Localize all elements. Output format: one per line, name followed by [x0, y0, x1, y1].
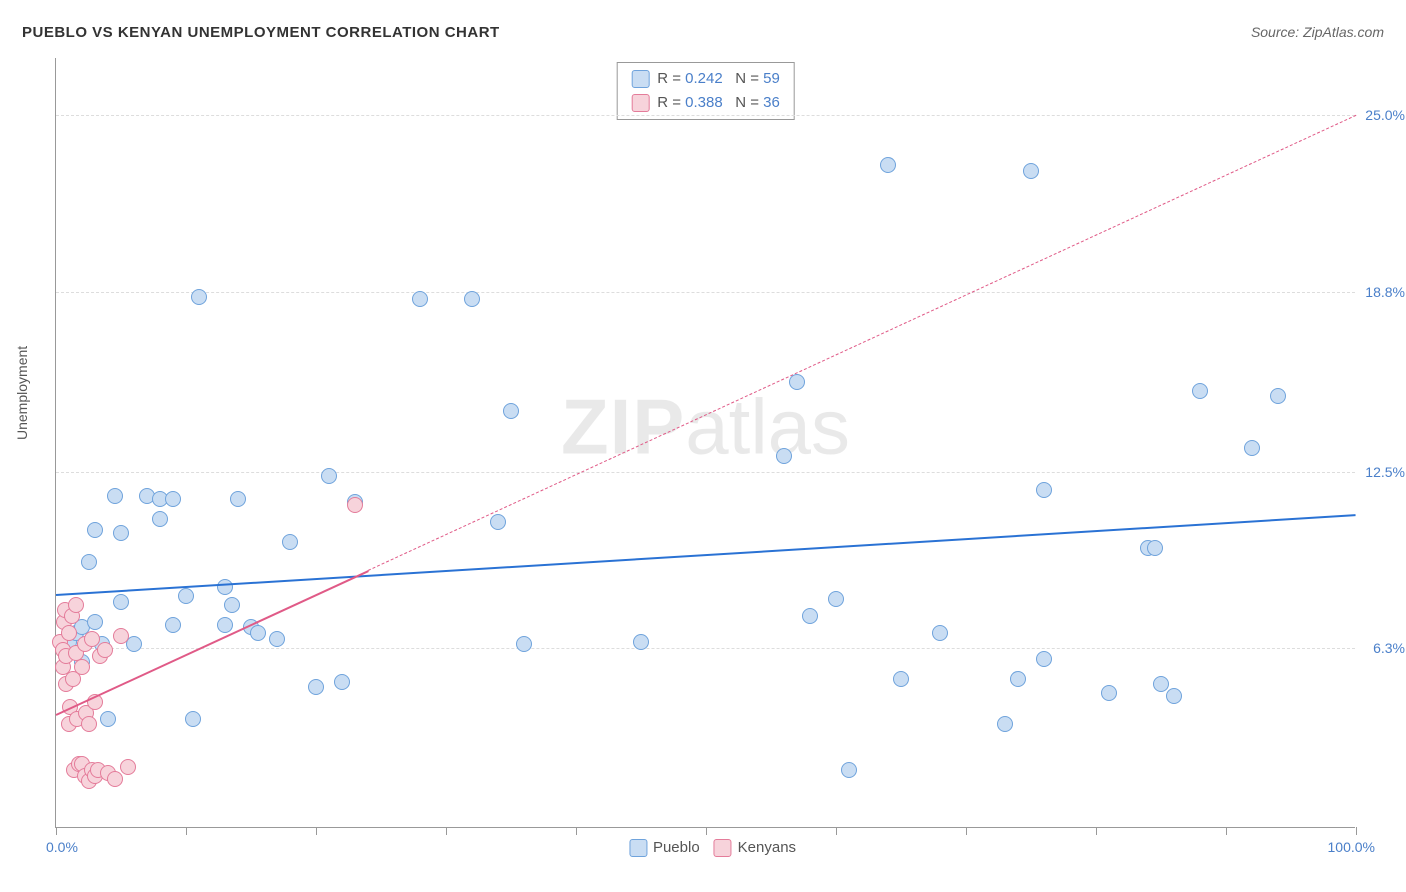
data-point — [84, 631, 100, 647]
x-axis-tick — [706, 827, 707, 835]
data-point — [113, 594, 129, 610]
gridline — [56, 472, 1355, 473]
data-point — [321, 468, 337, 484]
legend-swatch — [631, 94, 649, 112]
legend-label: Kenyans — [738, 839, 796, 856]
data-point — [464, 291, 480, 307]
data-point — [880, 157, 896, 173]
data-point — [87, 522, 103, 538]
trend-line — [368, 115, 1356, 571]
data-point — [1153, 676, 1169, 692]
data-point — [1036, 651, 1052, 667]
data-point — [1192, 383, 1208, 399]
stats-row: R = 0.242 N = 59 — [631, 67, 780, 91]
x-axis-tick — [186, 827, 187, 835]
data-point — [282, 534, 298, 550]
series-legend: Pueblo Kenyans — [615, 839, 796, 857]
data-point — [1244, 440, 1260, 456]
data-point — [1010, 671, 1026, 687]
chart-title: PUEBLO VS KENYAN UNEMPLOYMENT CORRELATIO… — [22, 24, 500, 41]
data-point — [1147, 540, 1163, 556]
x-axis-tick — [836, 827, 837, 835]
data-point — [87, 614, 103, 630]
x-axis-min-label: 0.0% — [46, 839, 78, 855]
data-point — [802, 608, 818, 624]
data-point — [1101, 685, 1117, 701]
data-point — [1166, 688, 1182, 704]
data-point — [1270, 388, 1286, 404]
data-point — [120, 759, 136, 775]
data-point — [217, 617, 233, 633]
data-point — [776, 448, 792, 464]
data-point — [841, 762, 857, 778]
data-point — [516, 636, 532, 652]
y-axis-tick-label: 25.0% — [1365, 107, 1405, 123]
data-point — [81, 716, 97, 732]
data-point — [74, 659, 90, 675]
legend-swatch — [629, 839, 647, 857]
data-point — [165, 617, 181, 633]
data-point — [97, 642, 113, 658]
data-point — [789, 374, 805, 390]
watermark: ZIPatlas — [561, 382, 850, 473]
data-point — [68, 597, 84, 613]
data-point — [412, 291, 428, 307]
x-axis-tick — [576, 827, 577, 835]
x-axis-tick — [966, 827, 967, 835]
trend-line — [56, 514, 1356, 596]
data-point — [1036, 482, 1052, 498]
y-axis-tick-label: 12.5% — [1365, 464, 1405, 480]
data-point — [113, 525, 129, 541]
data-point — [81, 554, 97, 570]
data-point — [334, 674, 350, 690]
data-point — [633, 634, 649, 650]
data-point — [191, 289, 207, 305]
x-axis-tick — [1226, 827, 1227, 835]
source-attribution: Source: ZipAtlas.com — [1251, 24, 1384, 40]
scatter-plot-area: ZIPatlas R = 0.242 N = 59R = 0.388 N = 3… — [55, 58, 1355, 828]
legend-swatch — [631, 70, 649, 88]
y-axis-tick-label: 6.3% — [1373, 640, 1405, 656]
data-point — [269, 631, 285, 647]
data-point — [113, 628, 129, 644]
data-point — [165, 491, 181, 507]
legend-swatch — [714, 839, 732, 857]
gridline — [56, 648, 1355, 649]
data-point — [152, 511, 168, 527]
data-point — [107, 488, 123, 504]
legend-label: Pueblo — [653, 839, 700, 856]
data-point — [490, 514, 506, 530]
x-axis-tick — [1096, 827, 1097, 835]
y-axis-tick-label: 18.8% — [1365, 284, 1405, 300]
data-point — [107, 771, 123, 787]
data-point — [1023, 163, 1039, 179]
data-point — [828, 591, 844, 607]
data-point — [100, 711, 116, 727]
x-axis-tick — [446, 827, 447, 835]
data-point — [61, 625, 77, 641]
gridline — [56, 292, 1355, 293]
data-point — [178, 588, 194, 604]
data-point — [503, 403, 519, 419]
gridline — [56, 115, 1355, 116]
x-axis-tick — [56, 827, 57, 835]
x-axis-tick — [1356, 827, 1357, 835]
stats-row: R = 0.388 N = 36 — [631, 91, 780, 115]
correlation-stats-box: R = 0.242 N = 59R = 0.388 N = 36 — [616, 62, 795, 120]
x-axis-tick — [316, 827, 317, 835]
data-point — [997, 716, 1013, 732]
data-point — [347, 497, 363, 513]
data-point — [893, 671, 909, 687]
data-point — [217, 579, 233, 595]
data-point — [932, 625, 948, 641]
data-point — [230, 491, 246, 507]
data-point — [250, 625, 266, 641]
data-point — [185, 711, 201, 727]
x-axis-max-label: 100.0% — [1328, 839, 1375, 855]
data-point — [308, 679, 324, 695]
data-point — [224, 597, 240, 613]
y-axis-title: Unemployment — [14, 346, 30, 440]
